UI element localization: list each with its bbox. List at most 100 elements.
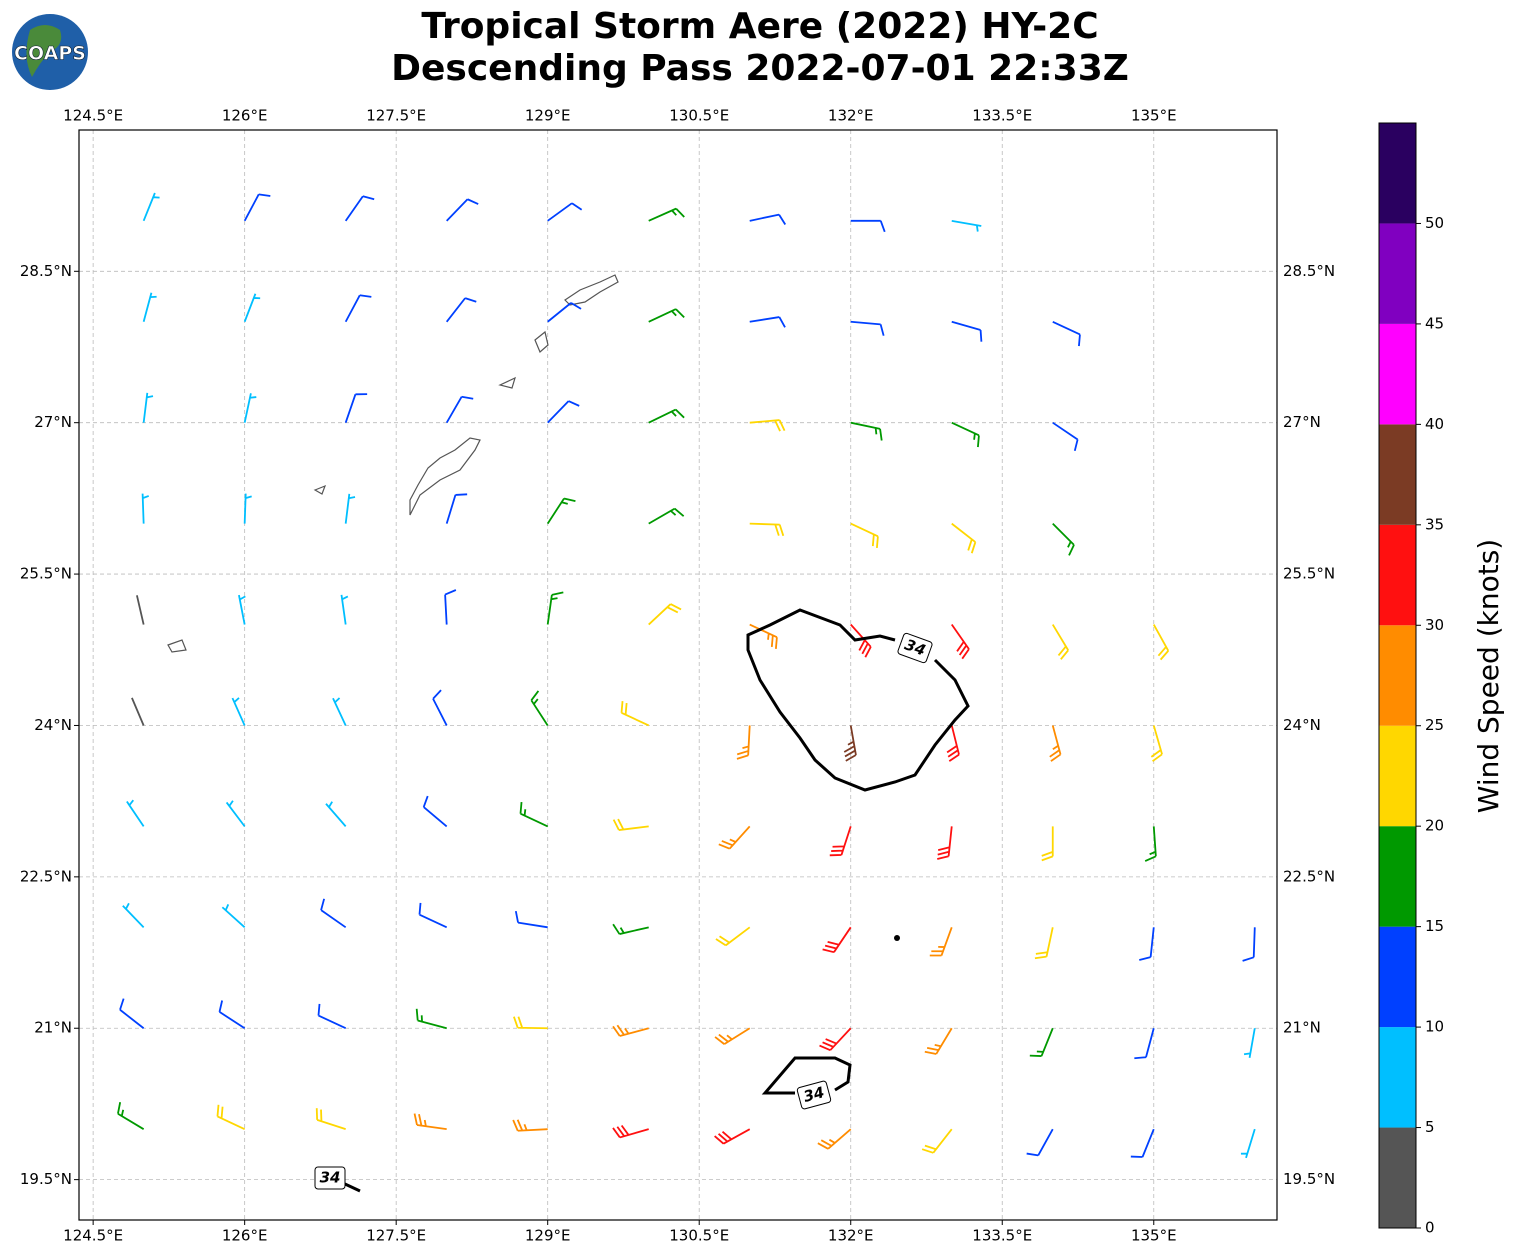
wind-barb [1052, 522, 1075, 556]
wind-barb [413, 1113, 447, 1131]
colorbar-tick-label: 50 [1425, 214, 1444, 232]
wind-barb [432, 689, 448, 726]
wind-barb [446, 198, 479, 222]
contour-label-box: 34 [897, 632, 933, 664]
wind-barb [119, 998, 145, 1029]
wind-barb [513, 1016, 548, 1030]
wind-barb [749, 623, 778, 649]
wind-barb [320, 898, 347, 929]
logo-land [26, 25, 62, 77]
wind-barb [136, 595, 145, 625]
x-tick-label: 135°E [1131, 107, 1177, 125]
wind-barb [131, 697, 145, 726]
wind-barb [142, 292, 157, 322]
x-tick-label: 132°E [828, 1227, 874, 1245]
chart-title: Tropical Storm Aere (2022) HY-2C [421, 6, 1098, 47]
wind-barb [1139, 927, 1155, 961]
wind-barb [1049, 725, 1062, 762]
wind-barb [117, 1102, 145, 1130]
colorbar-tick-label: 25 [1425, 716, 1444, 734]
wind-barb [819, 1027, 852, 1052]
wind-barb [1052, 421, 1079, 452]
contour-34 [746, 608, 970, 792]
y-tick-label: 25.5°N [1283, 565, 1335, 583]
wind-barb [243, 193, 271, 222]
wind-barb [344, 493, 356, 524]
y-tick-label: 22.5°N [1283, 867, 1335, 885]
contour-34 [894, 935, 900, 941]
y-tick-label: 27°N [1283, 413, 1321, 431]
amami [564, 274, 619, 306]
colorbar-tick-label: 5 [1425, 1118, 1435, 1136]
wind-barb [444, 589, 457, 625]
colorbar-tick-label: 10 [1425, 1018, 1444, 1036]
x-tick-label: 135°E [1131, 1227, 1177, 1245]
wind-barb [714, 1128, 751, 1145]
x-tick-label: 133.5°E [972, 107, 1032, 125]
wind-barb [714, 1027, 751, 1045]
colorbar-segment [1379, 1127, 1416, 1228]
wind-barb [122, 902, 145, 928]
wind-barb [937, 826, 953, 860]
wind-barb [850, 320, 885, 336]
y-tick-label: 28.5°N [20, 262, 72, 280]
wind-barb [418, 902, 448, 929]
x-tick-label: 126°E [222, 107, 268, 125]
wind-barb [344, 393, 368, 423]
wind-barb [344, 195, 375, 222]
x-tick-label: 129°E [525, 1227, 571, 1245]
y-tick-label: 21°N [1283, 1019, 1321, 1037]
wind-barb [612, 818, 649, 831]
wind-barb [1243, 1028, 1256, 1058]
contour-label-bg [314, 1166, 346, 1190]
colorbar-segment [1379, 1027, 1416, 1128]
contours: 34 34 34 [314, 608, 970, 1193]
wind-barb [231, 697, 246, 726]
colorbar-segment [1379, 926, 1416, 1028]
wind-barb [951, 320, 983, 342]
colorbar-tick-label: 40 [1425, 415, 1444, 433]
wind-barb [829, 826, 852, 857]
wind-barb [1051, 624, 1069, 660]
wind-barb [850, 421, 883, 441]
logo-text: COAPS [14, 43, 86, 65]
wind-barb [221, 904, 246, 928]
wind-barb [850, 219, 886, 233]
contour-label: 34 [320, 1169, 341, 1187]
wind-barb [1242, 927, 1256, 962]
contour-label-bg [796, 1080, 832, 1110]
contour-label: 34 [801, 1083, 826, 1106]
colorbar-tick-label: 20 [1425, 817, 1444, 835]
wind-barb [142, 192, 160, 222]
colorbar-tick-label: 45 [1425, 314, 1444, 332]
y-tick-label: 24°N [34, 716, 72, 734]
wind-barb [817, 1128, 852, 1150]
wind-barb [344, 294, 372, 323]
wind-barb [648, 308, 685, 323]
wind-barb [218, 1000, 246, 1029]
wind-barb [1029, 1027, 1054, 1057]
wind-barb [620, 701, 650, 727]
island [534, 330, 549, 354]
wind-barb [415, 1008, 447, 1030]
x-tick-label: 127.5°E [366, 107, 426, 125]
y-tick-label: 21°N [34, 1019, 72, 1037]
wind-barb [749, 316, 786, 328]
barb-layer [117, 192, 1256, 1159]
y-tick-label: 24°N [1283, 716, 1321, 734]
wind-barb [519, 801, 549, 828]
wind-barb [141, 493, 150, 524]
wind-barb [445, 297, 477, 323]
wind-barb [951, 421, 980, 448]
wind-barb [1026, 1128, 1054, 1157]
wind-barb [1152, 624, 1170, 661]
y-tick-label: 19.5°N [20, 1170, 72, 1188]
colorbar-tick-label: 15 [1425, 917, 1444, 935]
colorbar-tick-label: 30 [1425, 616, 1444, 634]
wind-barb [648, 207, 685, 222]
island [498, 376, 516, 389]
contour-label-box: 34 [796, 1080, 832, 1110]
colorbar-tick-label: 35 [1425, 515, 1444, 533]
colorbar-segment [1379, 625, 1416, 726]
wind-barb [445, 493, 468, 524]
